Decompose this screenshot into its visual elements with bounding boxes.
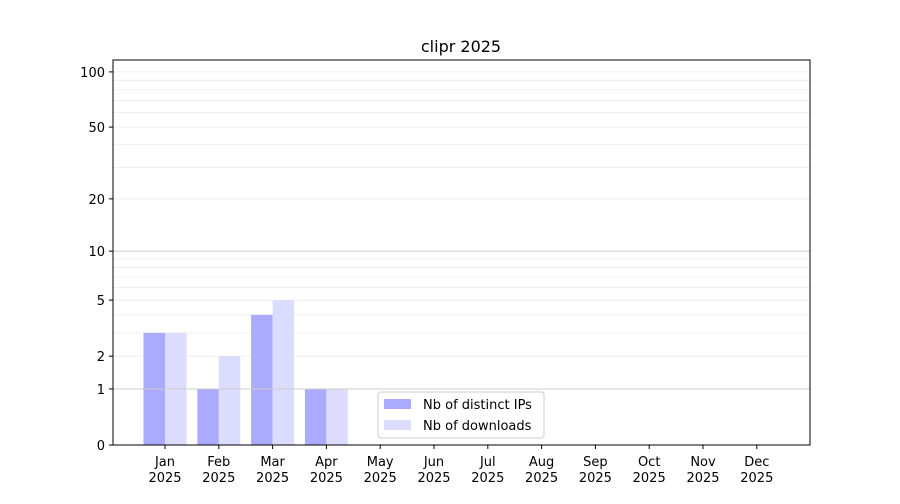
bar-downloads <box>326 388 348 445</box>
legend-swatch <box>384 420 411 430</box>
bar-distinct-ips <box>197 388 219 445</box>
x-tick-label: Jan 2025 <box>148 455 181 486</box>
y-tick-label: 2 <box>97 350 105 365</box>
legend: Nb of distinct IPs Nb of downloads <box>377 391 545 439</box>
x-tick-label: Jun 2025 <box>417 455 450 486</box>
x-tick-label: Jul 2025 <box>471 455 504 486</box>
legend-label: Nb of distinct IPs <box>423 398 532 413</box>
y-tick-label: 50 <box>88 121 105 136</box>
x-tick-label: Aug 2025 <box>525 455 558 486</box>
legend-label: Nb of downloads <box>423 419 532 434</box>
x-tick-label: Mar 2025 <box>256 455 289 486</box>
legend-box <box>377 391 545 439</box>
y-tick-label: 20 <box>88 193 105 208</box>
x-tick-label: Sep 2025 <box>579 455 612 486</box>
y-tick-label: 100 <box>80 66 105 81</box>
x-tick-label: Dec 2025 <box>740 455 773 486</box>
bar-downloads <box>272 300 295 445</box>
x-tick-label: Oct 2025 <box>633 455 666 486</box>
chart-title: clipr 2025 <box>421 37 501 56</box>
y-tick-label: 5 <box>97 294 105 309</box>
legend-swatch <box>384 399 411 409</box>
x-tick-label: Nov 2025 <box>686 455 719 486</box>
y-tick-label: 10 <box>88 245 105 260</box>
bar-distinct-ips <box>251 314 273 445</box>
y-tick-label: 1 <box>97 383 105 398</box>
y-tick-label: 0 <box>97 439 105 454</box>
x-tick-label: May 2025 <box>364 455 397 486</box>
x-tick-label: Apr 2025 <box>310 455 343 486</box>
bar-distinct-ips <box>304 388 327 445</box>
bar-downloads <box>218 356 241 445</box>
x-tick-label: Feb 2025 <box>202 455 235 486</box>
plot-area-frame <box>112 59 811 446</box>
